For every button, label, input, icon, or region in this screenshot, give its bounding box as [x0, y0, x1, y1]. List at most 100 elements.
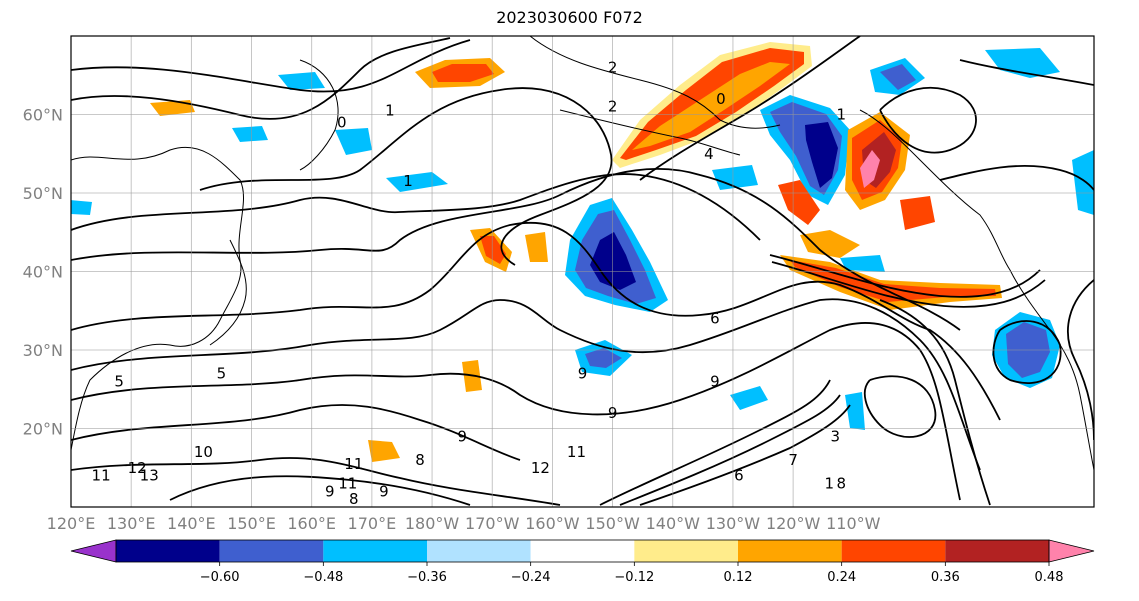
positive-anomaly-kuril-core: [480, 236, 506, 264]
colorbar-frame: [115, 539, 1050, 563]
positive-anomaly-small-5: [368, 440, 400, 462]
contour-line: [771, 261, 1046, 308]
contour-label: 1: [824, 474, 834, 492]
contour-line: [71, 404, 521, 461]
contour-line: [71, 39, 471, 93]
contour-line: [619, 394, 841, 506]
coastlines: [71, 36, 1094, 471]
lon-tick-label: 170°W: [465, 514, 520, 533]
colorbar-extend-high: [1048, 539, 1095, 563]
lon-tick-label: 150°W: [585, 514, 640, 533]
latitude-tick-labels: 20°N 30°N 40°N 50°N 60°N: [23, 106, 63, 439]
coastline-alaska: [529, 36, 781, 129]
contour-line: [169, 475, 471, 506]
colorbar-tick-label: −0.12: [614, 570, 654, 585]
colorbar-segment: [530, 540, 635, 562]
lat-tick-label: 60°N: [23, 106, 63, 125]
contour-label: 1: [385, 102, 395, 120]
lon-tick-label: 120°E: [47, 514, 96, 533]
contour-line: [992, 320, 1062, 384]
contour-label: 12: [128, 459, 147, 477]
positive-anomaly-small-3: [800, 230, 860, 258]
positive-anomaly-small-2: [778, 180, 820, 225]
negative-anomaly-small-15: [71, 200, 92, 215]
contour-line: [879, 299, 991, 506]
lon-tick-label: 180°W: [405, 514, 460, 533]
contour-label: 9: [578, 365, 588, 383]
colorbar-tick-label: −0.48: [303, 570, 343, 585]
lon-tick-label: 110°W: [826, 514, 881, 533]
colorbar-extend-low: [70, 539, 117, 563]
contour-label: 1: [836, 106, 846, 124]
lat-tick-label: 30°N: [23, 341, 63, 360]
coastline-north-america: [859, 109, 1094, 471]
lon-tick-label: 130°E: [107, 514, 156, 533]
colorbar-tick-label: −0.60: [200, 570, 240, 585]
negative-anomaly-small-3: [335, 128, 372, 155]
colorbar-tick-label: −0.24: [511, 570, 551, 585]
positive-anomaly-coast-peak: [860, 150, 880, 188]
map-frame: [70, 35, 1095, 508]
contour-label: 2: [608, 98, 618, 116]
colorbar-segment: [841, 540, 946, 562]
lon-tick-label: 150°E: [227, 514, 276, 533]
contour-label: 11: [344, 455, 363, 473]
contour-label: 1: [403, 172, 413, 190]
lon-tick-label: 130°W: [706, 514, 761, 533]
gridlines: [71, 36, 1094, 507]
negative-anomaly-small-2: [232, 126, 268, 142]
contour-label: 9: [325, 482, 335, 500]
contour-label: 11: [338, 474, 357, 492]
contour-line: [71, 37, 451, 120]
map-title: 2023030600 F072: [496, 8, 643, 27]
colorbar-segment: [738, 540, 842, 562]
positive-anomaly-jet-core: [790, 260, 996, 302]
contour-line: [639, 36, 861, 181]
contour-label: 12: [531, 459, 550, 477]
contour-line: [71, 322, 961, 501]
contour-label: 3: [830, 427, 840, 445]
contour-line: [71, 173, 761, 241]
positive-anomaly-bering-orange: [632, 62, 790, 150]
contour-line: [71, 457, 561, 506]
contour-label: 9: [457, 427, 467, 445]
colorbar-tick-label: 0.24: [827, 570, 856, 585]
lon-tick-label: 140°W: [646, 514, 701, 533]
colorbar-tick-label: 0.36: [931, 570, 960, 585]
negative-anomaly-trough-deep: [590, 232, 636, 290]
colorbar: −0.60 −0.48 −0.36 −0.24 −0.12 0.12 0.24 0.36 0.4…: [70, 539, 1139, 585]
shaded-anomaly-fields: [71, 42, 1094, 462]
negative-anomaly-small-13: [730, 386, 768, 410]
positive-anomaly-small-4: [900, 196, 935, 230]
coastline-asia: [71, 146, 244, 451]
lat-tick-label: 50°N: [23, 184, 63, 203]
contour-label: 4: [704, 145, 714, 163]
negative-anomaly-gulf-deep: [805, 122, 838, 188]
contour-label: 6: [710, 310, 720, 328]
colorbar-tick-label: −0.36: [407, 570, 447, 585]
contour-label: 9: [608, 404, 618, 422]
negative-anomaly-small-4: [386, 172, 448, 192]
lon-tick-label: 120°W: [766, 514, 821, 533]
contour-line: [199, 87, 613, 266]
contour-label: 5: [217, 365, 227, 383]
contour-lines: [71, 36, 1094, 506]
negative-anomaly-small-8: [1072, 150, 1094, 215]
contour-line: [863, 375, 937, 438]
contour-label: 9: [379, 482, 389, 500]
colorbar-tick-label: 0.12: [724, 570, 753, 585]
contour-label: 8: [349, 490, 359, 508]
coastline-aleutians: [559, 109, 741, 156]
lon-tick-label: 160°E: [287, 514, 336, 533]
contour-line: [959, 59, 1094, 86]
negative-anomaly-small-7: [985, 48, 1060, 78]
contour-line: [639, 404, 851, 506]
contour-label: 6: [734, 467, 744, 485]
contour-line: [71, 221, 1001, 421]
contour-label: 0: [716, 90, 726, 108]
colorbar-segment: [219, 540, 324, 562]
negative-anomaly-small-12: [712, 165, 758, 190]
